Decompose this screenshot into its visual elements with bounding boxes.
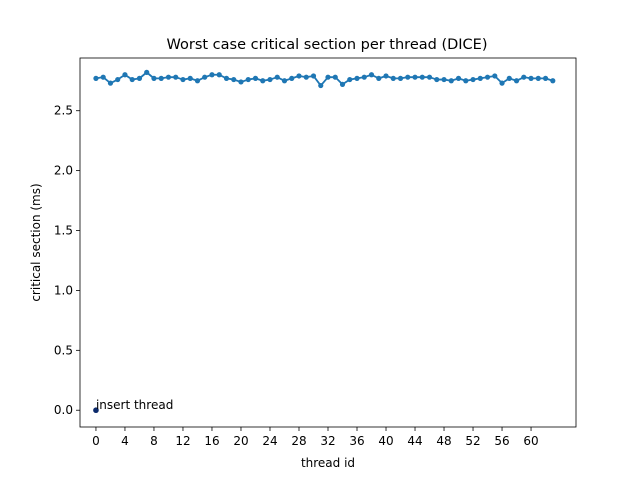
x-tick-label: 60	[523, 434, 538, 448]
y-tick-label: 1.5	[54, 224, 73, 238]
data-point	[223, 75, 230, 81]
data-point	[513, 78, 520, 84]
data-point	[499, 80, 505, 86]
data-point	[274, 74, 280, 80]
data-point	[122, 72, 128, 78]
data-point	[448, 78, 454, 84]
data-point	[245, 76, 251, 83]
data-point	[339, 81, 346, 87]
x-tick-label: 0	[92, 434, 100, 448]
data-point	[477, 75, 483, 81]
x-tick-label: 36	[349, 434, 364, 448]
x-tick-label: 44	[407, 434, 422, 448]
data-point	[528, 75, 534, 81]
data-point	[535, 75, 541, 81]
y-tick-label: 0.0	[54, 403, 73, 417]
x-tick-label: 4	[121, 434, 129, 448]
data-point	[296, 73, 302, 79]
x-tick-label: 32	[320, 434, 335, 448]
data-point	[325, 74, 331, 80]
x-tick-label: 28	[291, 434, 306, 448]
data-point	[506, 75, 512, 81]
x-tick-label: 48	[436, 434, 451, 448]
data-point	[550, 78, 556, 84]
data-point	[100, 74, 106, 80]
data-point	[252, 75, 259, 81]
chart-title: Worst case critical section per thread (…	[167, 37, 488, 53]
data-point	[376, 75, 382, 81]
x-tick-label: 24	[262, 434, 277, 448]
data-point	[347, 76, 353, 83]
data-point	[405, 74, 411, 80]
x-tick-label: 56	[494, 434, 509, 448]
data-point	[390, 75, 396, 81]
data-point	[542, 75, 549, 81]
data-point	[194, 78, 201, 84]
data-point	[115, 76, 121, 83]
data-point	[332, 74, 338, 80]
series-line	[95, 71, 554, 87]
data-point	[318, 82, 324, 89]
data-point	[419, 74, 425, 80]
data-point	[383, 73, 389, 79]
insert-thread-point	[93, 407, 99, 414]
data-point	[470, 76, 476, 83]
y-tick-label: 0.5	[54, 343, 73, 357]
x-tick-label: 20	[233, 434, 248, 448]
data-point	[463, 78, 469, 84]
x-axis: 0 4 8 12 16 20 24 28 32 36 40 44 48 52 56 60	[92, 427, 539, 448]
data-point	[144, 69, 150, 75]
data-point	[434, 76, 440, 83]
data-point	[129, 76, 135, 83]
x-tick-label: 8	[150, 434, 158, 448]
data-point	[281, 78, 288, 84]
plot-frame	[79, 57, 577, 428]
data-point	[93, 75, 99, 81]
x-tick-label: 40	[378, 434, 393, 448]
data-point	[426, 74, 433, 80]
data-point	[492, 73, 498, 79]
data-point	[158, 75, 164, 81]
data-point	[441, 76, 447, 83]
data-point	[136, 75, 143, 81]
y-axis: 0.0 0.5 1.0 1.5 2.0 2.5	[54, 104, 80, 417]
y-tick-label: 2.0	[54, 164, 73, 178]
data-point	[238, 79, 244, 85]
data-point	[216, 72, 222, 78]
data-point	[260, 78, 266, 84]
data-point	[354, 75, 360, 81]
x-tick-label: 12	[175, 434, 190, 448]
data-point	[310, 73, 317, 79]
data-point	[267, 76, 273, 83]
y-tick-label: 2.5	[54, 104, 73, 118]
data-point	[303, 74, 309, 80]
data-point	[368, 72, 375, 78]
data-point	[187, 75, 193, 81]
x-tick-label: 52	[465, 434, 480, 448]
data-point	[202, 74, 208, 80]
data-point	[209, 72, 215, 78]
x-axis-label: thread id	[301, 456, 355, 470]
data-point	[521, 74, 527, 80]
data-point	[412, 74, 418, 80]
data-point	[289, 75, 295, 81]
y-tick-label: 1.0	[54, 283, 73, 297]
data-point	[107, 80, 114, 86]
data-point	[165, 74, 172, 80]
data-point	[173, 74, 179, 80]
data-point	[484, 74, 491, 80]
data-point	[231, 76, 237, 83]
data-point	[455, 75, 462, 81]
data-point	[397, 75, 404, 81]
plot-layer: insert thread	[93, 69, 556, 414]
insert-thread-annotation: insert thread	[96, 398, 173, 412]
data-point	[361, 74, 367, 80]
data-point	[180, 76, 186, 83]
x-tick-label: 16	[204, 434, 219, 448]
y-axis-label: critical section (ms)	[29, 183, 43, 301]
data-point	[151, 75, 157, 81]
